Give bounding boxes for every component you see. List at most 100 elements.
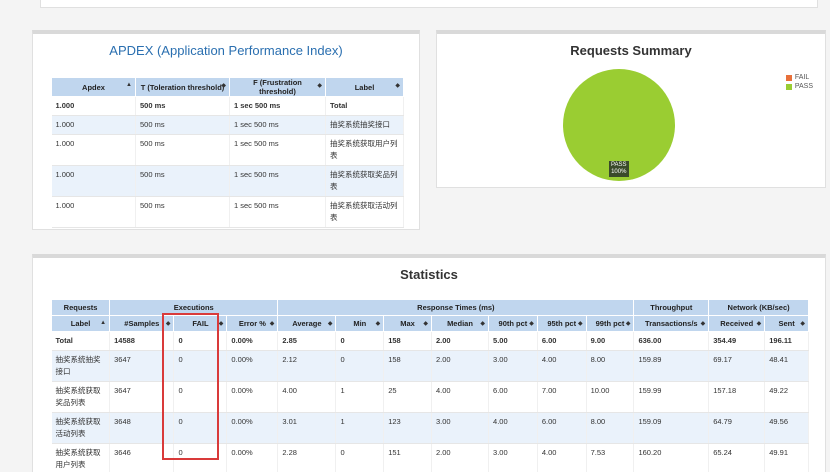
apdex-col-t[interactable]: T (Toleration threshold) ◆	[135, 77, 230, 97]
stats-col-6[interactable]: Max ◆	[383, 315, 432, 332]
stats-col-9[interactable]: 95th pct ◆	[536, 315, 587, 332]
legend-item-pass[interactable]: PASS	[785, 83, 813, 90]
sort-both-icon: ◆	[577, 321, 583, 327]
sort-both-icon: ◆	[317, 83, 322, 89]
stats-col-7[interactable]: Median ◆	[430, 315, 490, 332]
table-row: 抽奖系统抽奖接口 3647 0 0.00% 2.12 0 158 2.00 3.00 4.00 8.…	[51, 350, 809, 382]
table-cell: 0.00%	[226, 350, 279, 382]
sort-both-icon: ◆	[218, 321, 224, 327]
table-row: 1.000 500 ms 1 sec 500 ms 抽奖系统获取奖品列表	[51, 165, 404, 197]
table-cell: 7.00	[537, 381, 587, 413]
stats-col-0[interactable]: Label ▲	[50, 315, 111, 332]
table-cell: 159.89	[633, 350, 710, 382]
table-cell: 636.00	[633, 331, 710, 351]
stats-col-10[interactable]: 99th pct ◆	[585, 315, 635, 332]
table-cell: 抽奖系统获取用户列表	[51, 443, 111, 472]
table-cell: 0	[173, 331, 228, 351]
requests-summary-panel: Requests Summary PASS 100% FAIL PASS	[436, 30, 826, 188]
sort-both-icon: ◆	[327, 321, 333, 327]
table-cell: 2.12	[277, 350, 337, 382]
stats-col-2[interactable]: FAIL ◆	[173, 315, 228, 332]
table-cell: 0	[335, 331, 385, 351]
sort-both-icon: ◆	[221, 83, 226, 89]
table-cell: 6.00	[537, 412, 587, 444]
stats-col-12[interactable]: Received ◆	[708, 315, 766, 332]
table-row: 1.000 500 ms 1 sec 500 ms Total	[51, 96, 404, 116]
table-cell: 2.00	[431, 443, 490, 472]
table-cell: 0.00%	[226, 331, 279, 351]
table-cell: 0.00%	[226, 381, 279, 413]
chart-legend: FAIL PASS	[785, 74, 813, 92]
stats-col-13[interactable]: Sent ◆	[764, 315, 809, 332]
table-cell: 4.00	[488, 412, 538, 444]
table-cell: 158	[383, 331, 432, 351]
table-cell: 49.22	[764, 381, 809, 413]
table-cell: 65.24	[708, 443, 766, 472]
stats-col-11[interactable]: Transactions/s ◆	[633, 315, 710, 332]
apdex-col-apdex[interactable]: Apdex ▲	[51, 77, 136, 97]
statistics-table: Requests Executions Response Times (ms) …	[50, 299, 809, 472]
table-cell: 9.00	[586, 331, 635, 351]
statistics-title: Statistics	[400, 267, 458, 282]
table-cell: 6.00	[488, 381, 538, 413]
table-cell: 3.00	[488, 443, 538, 472]
group-executions: Executions	[109, 299, 279, 316]
table-cell: 0.00%	[226, 443, 279, 472]
sort-both-icon: ◆	[165, 321, 171, 327]
group-network: Network (KB/sec)	[708, 299, 809, 316]
sort-both-icon: ◆	[395, 83, 400, 89]
pie-slice-label: PASS 100%	[609, 161, 629, 177]
table-cell: 1	[335, 412, 385, 444]
apdex-title: APDEX (Application Performance Index)	[109, 43, 343, 58]
table-cell: 10.00	[586, 381, 635, 413]
table-cell: 49.91	[764, 443, 809, 472]
legend-item-fail[interactable]: FAIL	[785, 74, 813, 81]
table-cell: 158	[383, 350, 432, 382]
table-cell: 14588	[109, 331, 175, 351]
table-cell: 5.00	[488, 331, 538, 351]
table-cell: 8.00	[586, 350, 635, 382]
group-requests: Requests	[50, 299, 111, 316]
table-cell: 3.00	[431, 412, 490, 444]
sort-both-icon: ◆	[480, 321, 486, 327]
table-cell: 151	[383, 443, 432, 472]
table-cell: 2.00	[431, 331, 490, 351]
table-cell: 196.11	[764, 331, 809, 351]
apdex-table: Apdex ▲ T (Toleration threshold) ◆ F (Frus…	[51, 77, 404, 228]
table-cell: 3.00	[488, 350, 538, 382]
apdex-col-label[interactable]: Label ◆	[325, 77, 404, 97]
table-cell: 0	[335, 443, 385, 472]
stats-col-3[interactable]: Error % ◆	[226, 315, 279, 332]
table-cell: 4.00	[537, 443, 587, 472]
apdex-panel: APDEX (Application Performance Index) Ap…	[32, 30, 420, 230]
stats-col-5[interactable]: Min ◆	[335, 315, 385, 332]
table-cell: 抽奖系统获取活动列表	[51, 412, 111, 444]
fail-swatch-icon	[785, 74, 792, 81]
table-cell: 49.56	[764, 412, 809, 444]
table-cell: 4.00	[277, 381, 337, 413]
table-cell: 157.18	[708, 381, 766, 413]
sort-both-icon: ◆	[529, 321, 534, 327]
table-cell: 2.85	[277, 331, 337, 351]
table-cell: 69.17	[708, 350, 766, 382]
table-cell: 6.00	[537, 331, 587, 351]
stats-col-1[interactable]: #Samples ◆	[109, 315, 175, 332]
table-cell: 0.00%	[226, 412, 279, 444]
table-row: 1.000 500 ms 1 sec 500 ms 抽奖系统获取用户列表	[51, 134, 404, 166]
sort-both-icon: ◆	[800, 321, 805, 327]
stats-col-4[interactable]: Average ◆	[277, 315, 337, 332]
table-cell: 8.00	[586, 412, 635, 444]
statistics-panel: Statistics Requests Executions Response …	[32, 254, 826, 472]
group-response-times: Response Times (ms)	[277, 299, 635, 316]
table-row: Total 14588 0 0.00% 2.85 0 158 2.00 5.00 6.00 9.00…	[51, 331, 809, 351]
stats-col-8[interactable]: 90th pct ◆	[488, 315, 538, 332]
sort-both-icon: ◆	[269, 321, 275, 327]
table-cell: 2.00	[431, 350, 490, 382]
table-cell: 4.00	[537, 350, 587, 382]
table-cell: 123	[383, 412, 432, 444]
table-cell: 160.20	[633, 443, 710, 472]
table-row: 1.000 500 ms 1 sec 500 ms 抽奖系统抽奖接口	[51, 115, 404, 135]
requests-summary-title: Requests Summary	[570, 43, 692, 58]
apdex-col-f[interactable]: F (Frustration threshold) ◆	[229, 77, 326, 97]
pass-swatch-icon	[785, 83, 792, 90]
